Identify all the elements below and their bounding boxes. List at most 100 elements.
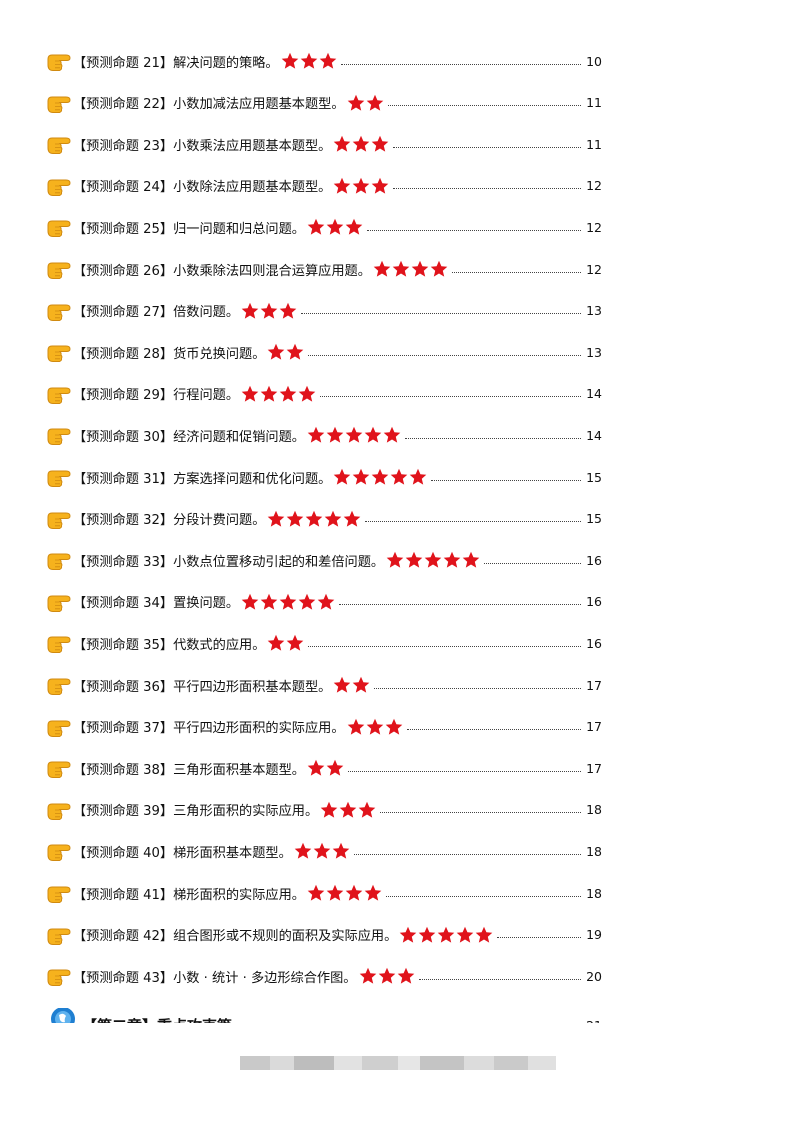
star-icon [260,593,278,610]
star-icon [319,52,336,69]
star-icon [372,468,389,485]
dot-leader [347,770,581,772]
toc-entry-title: 【预测命题 31】方案选择问题和优化问题。 [73,471,332,487]
toc-page-number: 13 [586,303,602,319]
pointing-hand-icon [47,54,71,71]
toc-entry[interactable]: 【预测命题 27】倍数问题。 13 [46,299,602,323]
star-icon [241,302,259,319]
toc-entry[interactable]: 【预测命题 38】三角形面积基本题型。 17 [46,756,602,780]
difficulty-stars [241,302,298,320]
pointing-hand-icon [47,803,71,820]
toc-entry[interactable]: 【预测命题 35】代数式的应用。 16 [46,631,602,655]
difficulty-stars [307,218,364,236]
toc-page-number: 16 [586,552,602,568]
toc-entry-title: 【预测命题 33】小数点位置移动引起的和差倍问题。 [73,554,385,570]
toc-entry[interactable]: 【预测命题 40】梯形面积基本题型。 18 [46,839,602,863]
difficulty-stars [281,52,338,70]
dot-leader [406,729,581,731]
toc-entry-title: 【预测命题 37】平行四边形面积的实际应用。 [73,721,345,737]
toc-entry[interactable]: 【预测命题 25】归一问题和归总问题。 12 [46,215,602,239]
toc-entry[interactable]: 【预测命题 43】小数 · 统计 · 多边形综合作图。 20 [46,964,602,988]
toc-entry[interactable]: 【预测命题 37】平行四边形面积的实际应用。 17 [46,715,602,739]
difficulty-stars [333,468,428,486]
pointing-hand-icon [47,886,71,903]
toc-entry[interactable]: 【预测命题 39】三角形面积的实际应用。 18 [46,798,602,822]
dot-leader [308,645,581,647]
star-icon [358,801,376,818]
pointing-hand-icon [47,220,71,238]
toc-entry[interactable]: 【预测命题 26】小数乘除法四则混合运算应用题。 12 [46,257,602,281]
pointing-hand-icon [47,761,71,779]
star-icon [411,260,429,277]
dot-leader [374,687,581,689]
toc-entry[interactable]: 【预测命题 29】行程问题。 14 [46,382,602,406]
star-icon [241,593,259,610]
dot-leader [497,937,581,939]
toc-entry-title: 【预测命题 38】三角形面积基本题型。 [73,762,305,778]
star-icon [418,926,436,943]
star-icon [391,468,408,485]
toc-entry[interactable]: 【预测命题 28】货币兑换问题。 13 [46,340,602,364]
star-icon [294,843,312,859]
star-icon [372,177,389,194]
pointing-hand-icon [47,470,71,487]
dot-leader [393,188,581,190]
toc-entry[interactable]: 【预测命题 32】分段计费问题。 15 [46,507,602,531]
star-icon [287,510,304,527]
star-icon [462,551,480,568]
pointing-hand-icon [47,137,71,155]
difficulty-stars [333,676,371,694]
dot-leader [366,229,581,231]
dot-leader [353,853,581,855]
star-icon [430,260,448,277]
difficulty-stars [399,926,494,944]
toc-entry[interactable]: 【预测命题 22】小数加减法应用题基本题型。 11 [46,91,602,115]
star-icon [320,801,338,818]
star-icon [353,177,370,194]
toc-page-number: 17 [586,719,602,735]
toc-entry[interactable]: 【预测命题 41】梯形面积的实际应用。 18 [46,881,602,905]
dot-leader [451,271,581,273]
toc-entry[interactable]: 【预测命题 36】平行四边形面积基本题型。 17 [46,673,602,697]
difficulty-stars [347,94,385,112]
toc-page-number: 12 [586,261,602,277]
toc-entry[interactable]: 【预测命题 24】小数除法应用题基本题型。 12 [46,174,602,198]
toc-entry[interactable]: 【预测命题 42】组合图形或不规则的面积及实际应用。 19 [46,923,602,947]
pointing-hand-icon [47,304,71,321]
toc-entry-title: 【预测命题 26】小数乘除法四则混合运算应用题。 [73,263,371,279]
toc-entry[interactable]: 【预测命题 34】置换问题。 16 [46,590,602,614]
difficulty-stars [307,884,383,902]
pointing-hand-icon [47,636,71,654]
star-icon [313,843,331,859]
difficulty-stars [359,967,416,985]
toc-entry[interactable]: 【预测命题 31】方案选择问题和优化问题。 15 [46,465,602,489]
star-icon [307,427,325,443]
toc-entry-title: 【预测命题 21】解决问题的策略。 [73,55,279,71]
toc-page-number: 18 [586,802,602,818]
dot-leader [380,812,581,814]
star-icon [383,427,401,443]
toc-entry[interactable]: 【预测命题 21】解决问题的策略。 10 [46,49,602,73]
star-icon [397,967,414,984]
toc-entry[interactable]: 【预测命题 23】小数乘法应用题基本题型。 11 [46,132,602,156]
star-icon [326,219,344,235]
difficulty-stars [333,135,390,153]
toc-entry[interactable]: 【预测命题 33】小数点位置移动引起的和差倍问题。 16 [46,548,602,572]
star-icon [345,884,363,901]
toc-entry-title: 【预测命题 35】代数式的应用。 [73,637,266,653]
toc-entry-title: 【预测命题 42】组合图形或不规则的面积及实际应用。 [73,929,398,945]
pointing-hand-icon [47,928,71,945]
toc-entry[interactable]: 【预测命题 30】经济问题和促销问题。 14 [46,423,602,447]
star-icon [399,926,417,943]
star-icon [306,510,323,527]
star-icon [353,468,370,485]
star-icon [260,385,278,402]
star-icon [268,343,285,360]
toc-page-number: 16 [586,594,602,610]
pointing-hand-icon [47,96,71,113]
dot-leader [308,354,581,356]
toc-page-number: 14 [586,427,602,443]
dot-leader [301,313,581,315]
dot-leader [320,396,581,398]
star-icon [364,427,382,443]
